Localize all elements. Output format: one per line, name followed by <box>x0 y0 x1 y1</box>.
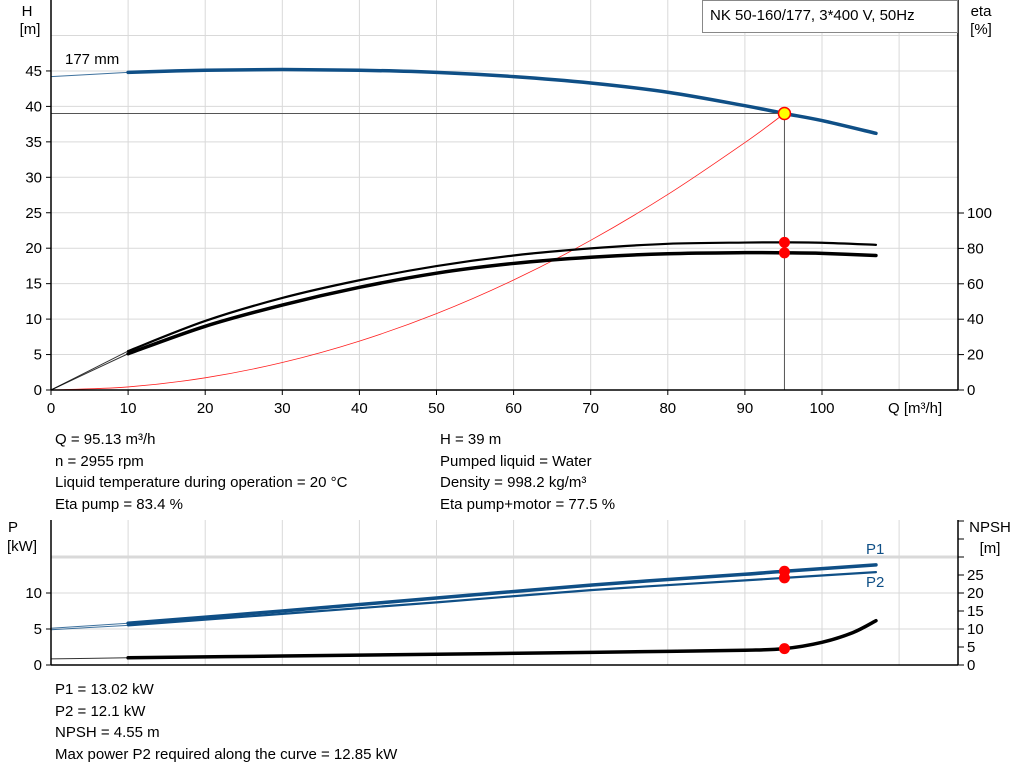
h-tick-label: 5 <box>34 347 42 364</box>
p1-value: P1 = 13.02 kW <box>55 681 154 698</box>
p-tick-label: 0 <box>34 657 42 674</box>
npsh-tick-label: 15 <box>967 603 984 620</box>
eta-tick-label: 100 <box>967 205 992 222</box>
eta-tick-label: 40 <box>967 311 984 328</box>
p1-curve <box>126 563 878 625</box>
h-tick-label: 20 <box>25 240 42 257</box>
flow-value: Q = 95.13 m³/h <box>55 431 156 448</box>
head-curve-extrapolated <box>50 71 129 78</box>
x-tick-label: 100 <box>809 400 834 417</box>
head-curve <box>126 67 878 136</box>
x-tick-label: 90 <box>737 400 754 417</box>
eta-tick-label: 0 <box>967 382 975 399</box>
impeller-label: 177 mm <box>65 51 119 68</box>
p2-curve-extrapolated <box>50 624 129 631</box>
head-value: H = 39 m <box>440 431 502 448</box>
eta-pump-motor-curve <box>126 250 878 356</box>
x-tick-label: 0 <box>47 400 55 417</box>
eta-pump-motor-curve-extrapolated <box>50 353 129 391</box>
x-tick-label: 40 <box>351 400 368 417</box>
h-tick-label: 35 <box>25 134 42 151</box>
speed-value: n = 2955 rpm <box>55 452 144 470</box>
p-axis-unit: [kW] <box>7 538 37 555</box>
p2-duty-marker <box>778 572 790 584</box>
eta-pump-motor-value: Eta pump+motor = 77.5 % <box>440 496 616 514</box>
npsh-curve-extrapolated <box>50 657 129 660</box>
duty-point-marker <box>777 106 792 121</box>
h-tick-label: 40 <box>25 98 42 115</box>
npsh-axis-unit: [m] <box>980 540 1001 557</box>
p1-curve-label: P1 <box>866 541 884 558</box>
system-curve <box>50 113 785 391</box>
q-axis-label: Q [m³/h] <box>888 400 942 417</box>
npsh-tick-label: 10 <box>967 621 984 638</box>
power-info: P1 = 13.02 kW P2 = 12.1 kW NPSH = 4.55 m… <box>55 679 397 766</box>
x-tick-label: 60 <box>505 400 522 417</box>
max-power-value: Max power P2 required along the curve = … <box>55 746 398 764</box>
npsh-curve <box>126 618 878 660</box>
duty-info-left: Q = 95.13 m³/h n = 2955 rpm Liquid tempe… <box>55 429 347 516</box>
eta-pump-value: Eta pump = 83.4 % <box>55 496 183 514</box>
liquid-value: Pumped liquid = Water <box>440 452 592 470</box>
npsh-tick-label: 5 <box>967 639 975 656</box>
eta-pump-duty-marker <box>778 236 790 248</box>
npsh-axis-name: NPSH <box>969 519 1011 536</box>
eta-tick-label: 80 <box>967 240 984 257</box>
x-tick-label: 70 <box>582 400 599 417</box>
temperature-value: Liquid temperature during operation = 20… <box>55 474 348 492</box>
x-tick-label: 30 <box>274 400 291 417</box>
x-tick-label: 50 <box>428 400 445 417</box>
npsh-tick-label: 25 <box>967 567 984 584</box>
duty-info-right: H = 39 m Pumped liquid = Water Density =… <box>440 429 615 516</box>
title-box <box>702 0 958 33</box>
npsh-value: NPSH = 4.55 m <box>55 724 160 742</box>
eta-axis-unit: [%] <box>970 21 992 38</box>
h-tick-label: 0 <box>34 382 42 399</box>
h-axis-name: H <box>22 3 33 20</box>
npsh-duty-marker <box>778 643 790 655</box>
h-tick-label: 15 <box>25 276 42 293</box>
p1-curve-extrapolated <box>50 622 129 629</box>
eta-pump-curve <box>127 241 878 353</box>
p-tick-label: 10 <box>25 585 42 602</box>
eta-axis-name: eta <box>971 3 993 20</box>
p2-value: P2 = 12.1 kW <box>55 702 146 720</box>
p2-curve <box>127 571 878 627</box>
h-tick-label: 45 <box>25 63 42 80</box>
eta-pump-motor-duty-marker <box>778 247 790 259</box>
p-axis-name: P <box>8 519 18 536</box>
h-axis-unit: [m] <box>20 21 41 38</box>
h-tick-label: 10 <box>25 311 42 328</box>
npsh-tick-label: 20 <box>967 585 984 602</box>
density-value: Density = 998.2 kg/m³ <box>440 474 587 492</box>
npsh-tick-label: 0 <box>967 657 975 674</box>
p2-curve-label: P2 <box>866 574 884 591</box>
eta-tick-label: 60 <box>967 276 984 293</box>
x-tick-label: 80 <box>659 400 676 417</box>
p-tick-label: 5 <box>34 621 42 638</box>
h-tick-label: 30 <box>25 169 42 186</box>
x-tick-label: 10 <box>120 400 137 417</box>
h-tick-label: 25 <box>25 205 42 222</box>
x-tick-label: 20 <box>197 400 214 417</box>
chart-title: NK 50-160/177, 3*400 V, 50Hz <box>710 7 915 24</box>
eta-tick-label: 20 <box>967 347 984 364</box>
